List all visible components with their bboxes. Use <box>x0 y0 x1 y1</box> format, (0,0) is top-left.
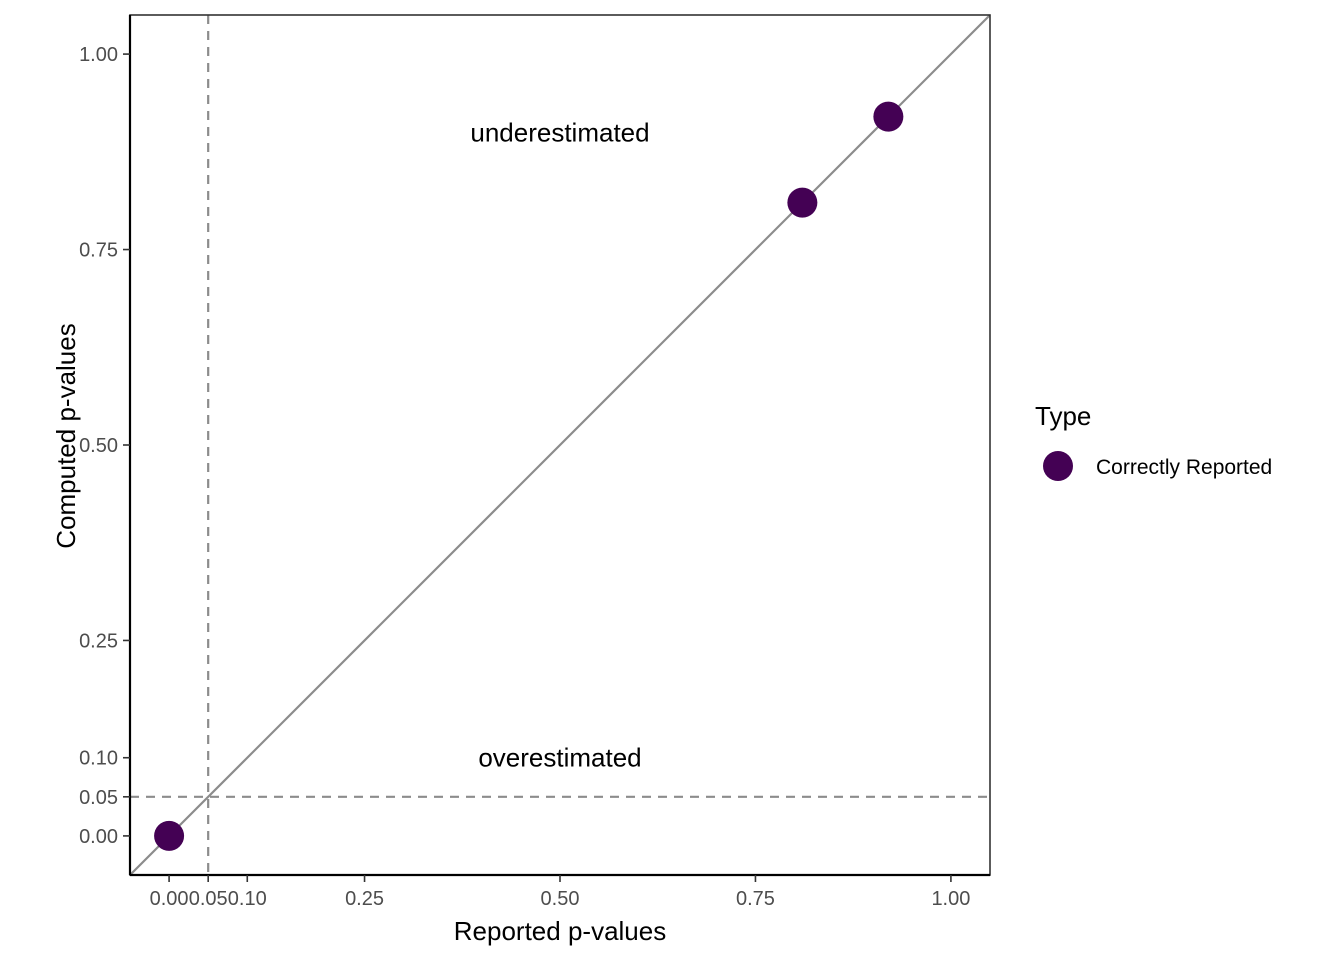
x-axis-ticks: 0.00 0.05 0.10 0.25 0.50 0.75 1.00 <box>150 875 970 910</box>
reference-lines <box>129 14 991 876</box>
legend-key-icon <box>1043 451 1073 481</box>
x-tick-label: 0.50 <box>541 888 580 910</box>
x-tick-label: 1.00 <box>931 888 970 910</box>
y-axis-title: Computed p-values <box>51 323 81 548</box>
annotations: underestimated overestimated <box>470 117 649 772</box>
legend-entries: Correctly Reported <box>1043 451 1272 481</box>
x-tick-label: 0.25 <box>345 888 384 910</box>
x-tick-label: 0.10 <box>228 888 267 910</box>
legend-title: Type <box>1035 401 1091 431</box>
annotation-label: underestimated <box>470 117 649 147</box>
y-tick-label: 0.75 <box>79 240 118 262</box>
legend: Type Correctly Reported <box>1035 401 1272 481</box>
y-tick-label: 0.25 <box>79 630 118 652</box>
y-axis-ticks: 0.00 0.05 0.10 0.25 0.50 0.75 1.00 <box>79 44 130 848</box>
annotation-label: overestimated <box>478 743 641 773</box>
x-axis-title: Reported p-values <box>454 916 666 946</box>
legend-label: Correctly Reported <box>1096 456 1272 479</box>
data-point <box>154 820 185 851</box>
x-tick-label: 0.05 <box>189 888 228 910</box>
diagonal-line <box>129 14 991 876</box>
x-tick-label: 0.75 <box>736 888 775 910</box>
data-points <box>154 101 904 851</box>
y-tick-label: 0.50 <box>79 435 118 457</box>
y-tick-label: 1.00 <box>79 44 118 66</box>
x-tick-label: 0.00 <box>150 888 189 910</box>
y-tick-label: 0.00 <box>79 826 118 848</box>
y-tick-label: 0.10 <box>79 748 118 770</box>
data-point <box>873 101 904 132</box>
y-tick-label: 0.05 <box>79 787 118 809</box>
data-point <box>787 187 818 218</box>
